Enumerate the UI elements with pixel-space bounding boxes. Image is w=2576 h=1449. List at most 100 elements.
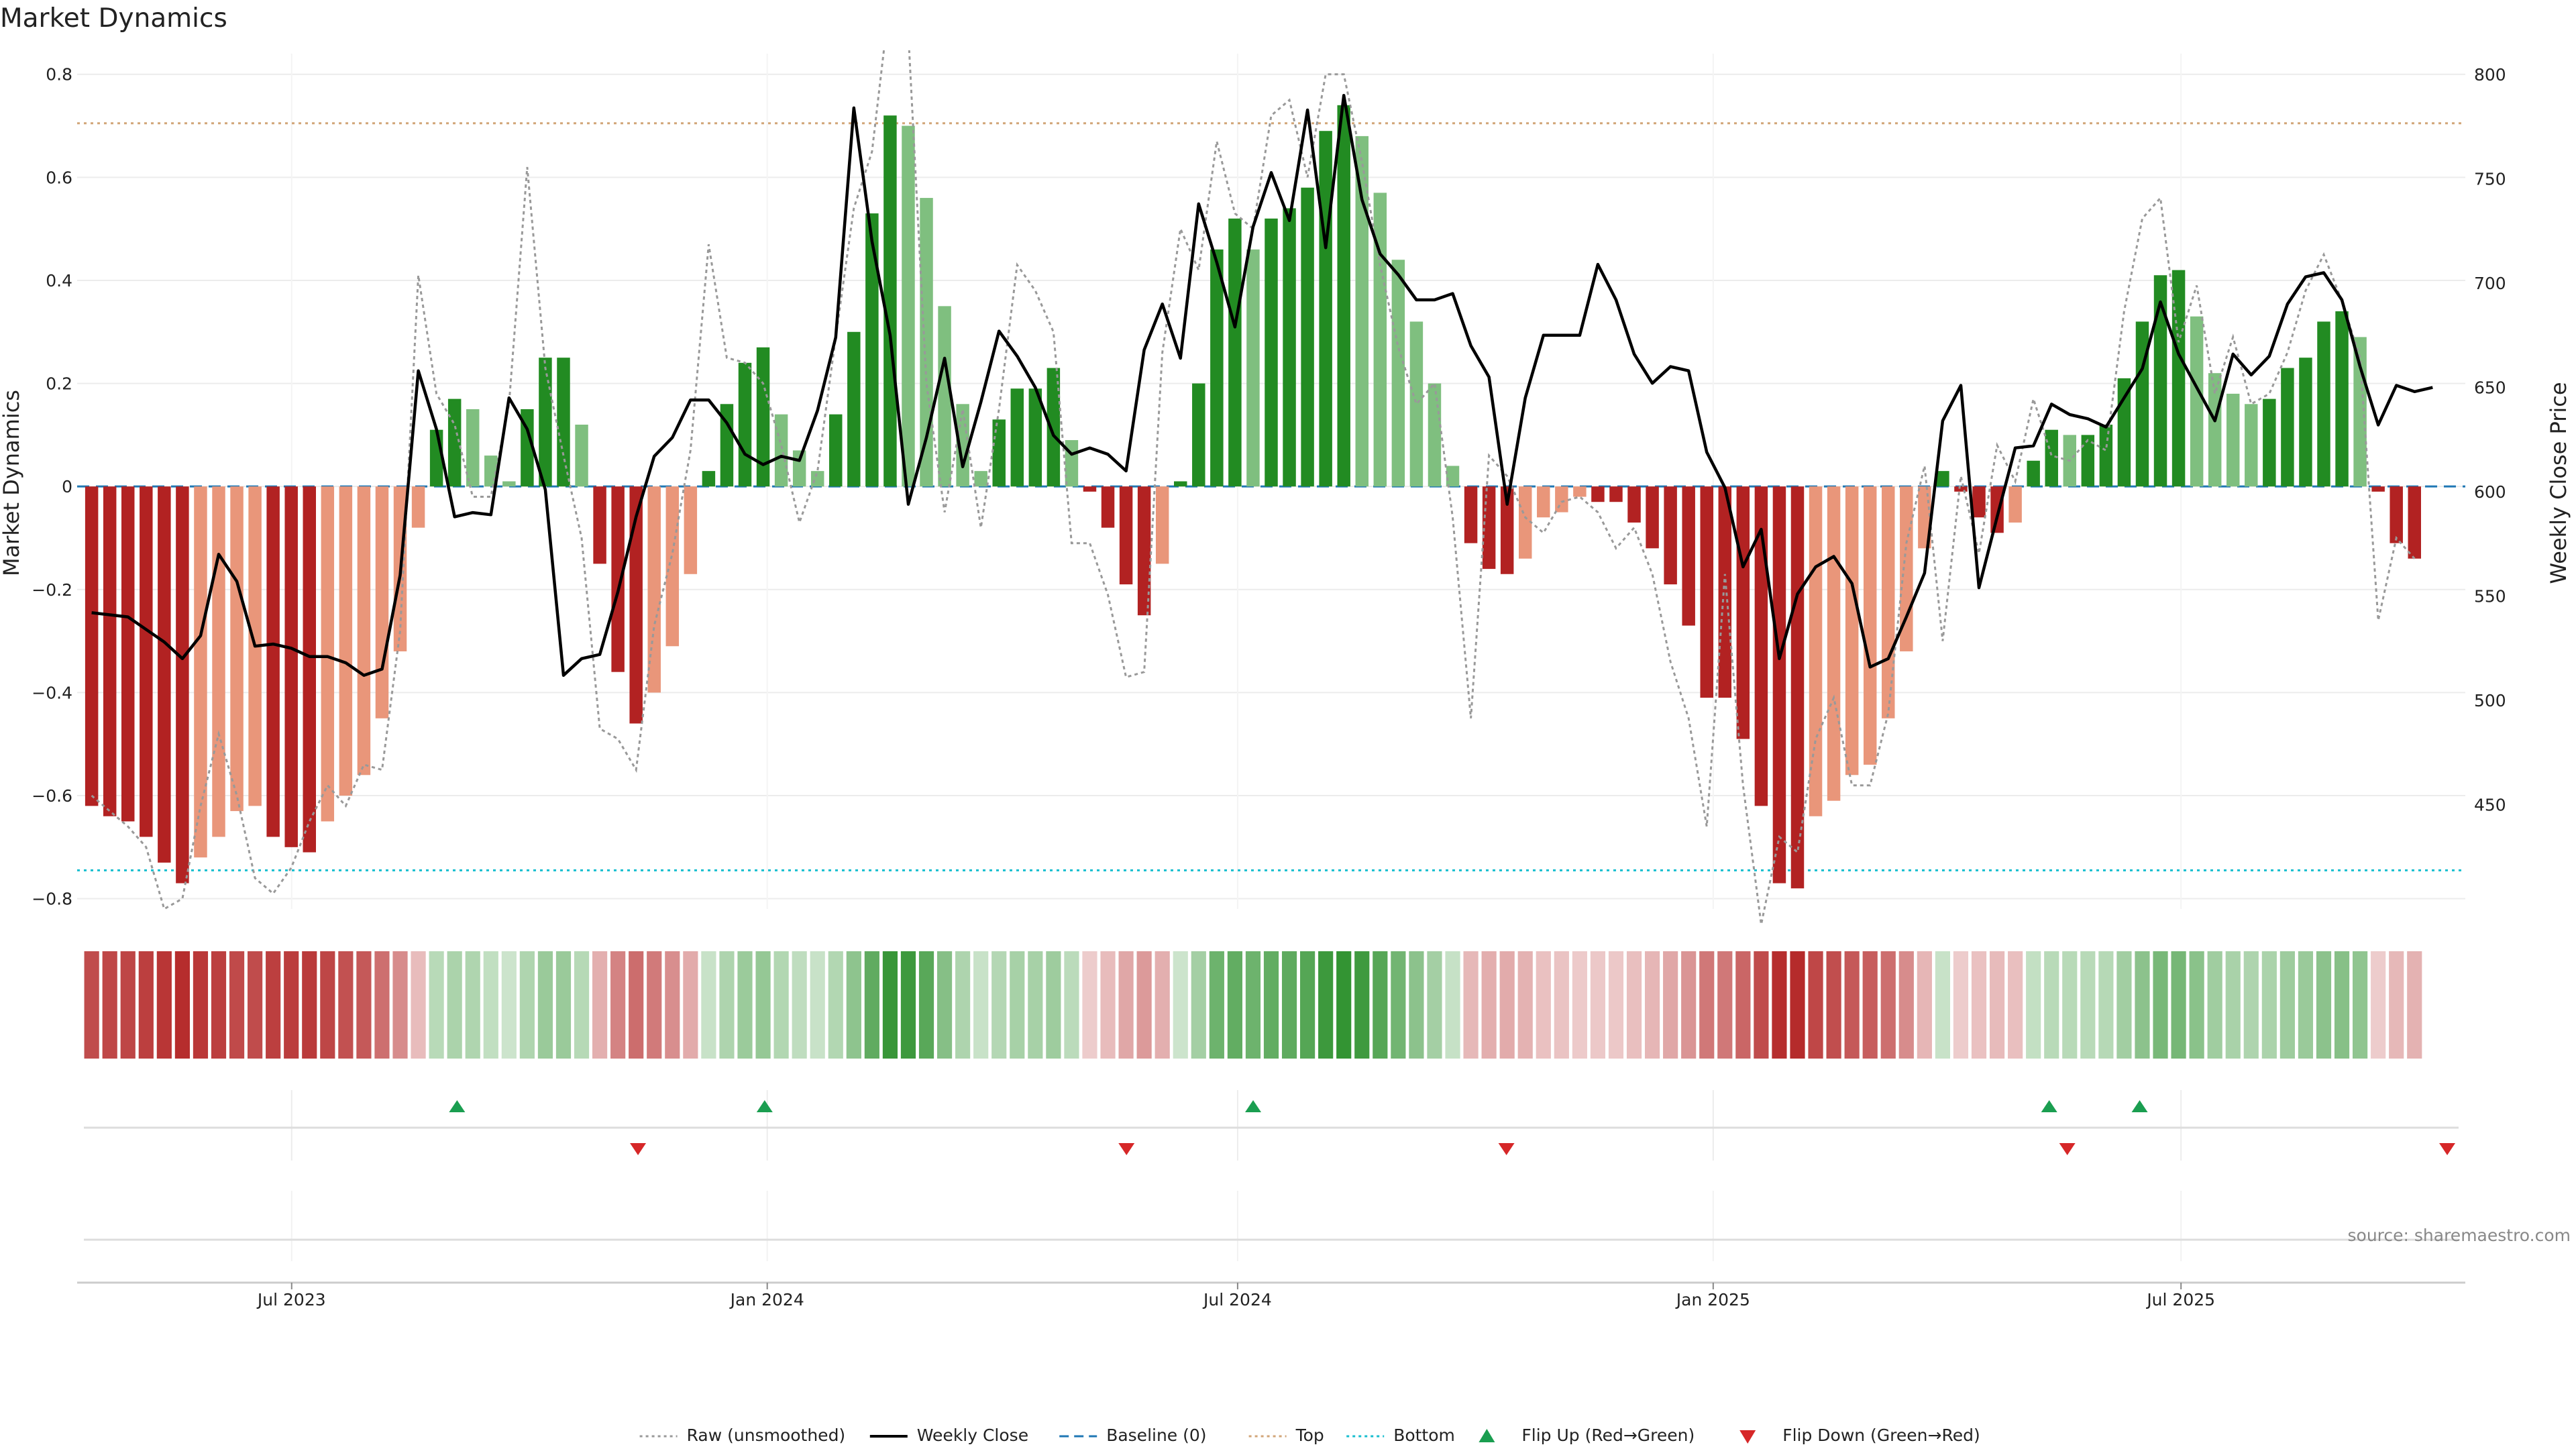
bar [284, 486, 298, 847]
strip-cell [828, 951, 843, 1059]
bar [1482, 486, 1496, 570]
legend-label: Flip Up (Red→Green) [1521, 1426, 1695, 1445]
strip-cell [1572, 951, 1587, 1059]
x-axis: Jul 2023 Jan 2024 Jul 2024 Jan 2025 Jul 2025 [77, 1281, 2465, 1309]
y-tick-right: 700 [2474, 274, 2506, 293]
strip-cell [2116, 951, 2132, 1059]
bar [2171, 270, 2186, 487]
bar [521, 409, 534, 487]
legend-swatch [1739, 1430, 1756, 1444]
strip-cell [2407, 951, 2422, 1059]
bar [121, 486, 135, 822]
strip-cell [1699, 951, 1715, 1059]
bar [1428, 383, 1442, 487]
bar [1210, 249, 1224, 487]
y-axis-right-title: Weekly Close Price [2546, 382, 2571, 584]
bar [1464, 486, 1478, 543]
legend: Raw (unsmoothed) Weekly Close Baseline (0)… [639, 1426, 1980, 1445]
y-tick-left: 0.6 [46, 168, 72, 187]
strip-cell [1953, 951, 1969, 1059]
bar [2081, 435, 2095, 487]
x-tick-label: Jul 2024 [1202, 1290, 1272, 1309]
flip-markers [84, 1090, 2459, 1261]
strip-cell [1644, 951, 1660, 1059]
strip-cell [2062, 951, 2078, 1059]
bar [1301, 187, 1314, 487]
strip-cell [248, 951, 263, 1059]
y-tick-left: 0 [62, 477, 72, 496]
bar [303, 486, 316, 853]
strip-cell [2189, 951, 2204, 1059]
bar [1283, 208, 1296, 487]
strip-cell [1136, 951, 1152, 1059]
bar [1646, 486, 1659, 549]
bar [1065, 440, 1079, 487]
bar [575, 425, 588, 487]
legend-item: Bottom [1346, 1426, 1455, 1445]
strip-cell [1373, 951, 1388, 1059]
strip-cell [2371, 951, 2386, 1059]
strip-cell [1735, 951, 1751, 1059]
y-tick-left: 0.2 [46, 374, 72, 394]
strip-cell [2026, 951, 2041, 1059]
legend-label: Flip Down (Green→Red) [1782, 1426, 1980, 1445]
strip-cell [2243, 951, 2259, 1059]
bar [1083, 486, 1097, 492]
x-tick-label: Jan 2024 [729, 1290, 804, 1309]
strip-cell [284, 951, 299, 1059]
bar [1845, 486, 1859, 775]
bar [176, 486, 189, 883]
bar [756, 347, 770, 487]
strip-cell [2135, 951, 2150, 1059]
strip-cell [1046, 951, 1061, 1059]
bar [1882, 486, 1895, 718]
bar [647, 486, 661, 693]
y-tick-right: 450 [2474, 796, 2506, 815]
strip-cell [1100, 951, 1116, 1059]
legend-swatch [1479, 1429, 1495, 1442]
strip-cell [138, 951, 154, 1059]
y-tick-right: 750 [2474, 170, 2506, 189]
y-axis-left-title: Market Dynamics [0, 390, 24, 576]
bar [2371, 486, 2385, 492]
bar [829, 414, 843, 487]
bar [1682, 486, 1695, 626]
bar [992, 419, 1006, 487]
strip-cell [1935, 951, 1951, 1059]
flip-up-marker [2131, 1100, 2148, 1112]
strip-cell [1409, 951, 1424, 1059]
bar [847, 331, 861, 487]
bar [85, 486, 99, 806]
strip-cell [1445, 951, 1460, 1059]
y-tick-left: 0.4 [46, 271, 72, 290]
bar [2245, 404, 2258, 487]
bar [738, 362, 752, 487]
strip-cell [2225, 951, 2241, 1059]
strip-cell [1754, 951, 1769, 1059]
bar [2335, 311, 2349, 487]
strip-cell [955, 951, 971, 1059]
bar [2153, 275, 2167, 487]
bar [2263, 398, 2276, 487]
strip-cell [701, 951, 716, 1059]
x-tick-label: Jan 2025 [1675, 1290, 1750, 1309]
strip-cell [1336, 951, 1352, 1059]
bar [466, 409, 480, 487]
strip-cell [356, 951, 372, 1059]
strip-cell [2207, 951, 2222, 1059]
strip-cell [900, 951, 916, 1059]
strip-cell [755, 951, 771, 1059]
strip-cell [84, 951, 99, 1059]
bar [411, 486, 425, 528]
bar [883, 115, 897, 487]
strip-cell [1481, 951, 1497, 1059]
strip-cell [1989, 951, 2005, 1059]
strip-cell [1227, 951, 1242, 1059]
bar [1101, 486, 1115, 528]
bar [212, 486, 225, 837]
legend-item: Raw (unsmoothed) [639, 1426, 845, 1445]
weekly-close-series [91, 93, 2433, 677]
bar [1954, 486, 1968, 492]
flip-down-marker [2439, 1143, 2456, 1155]
